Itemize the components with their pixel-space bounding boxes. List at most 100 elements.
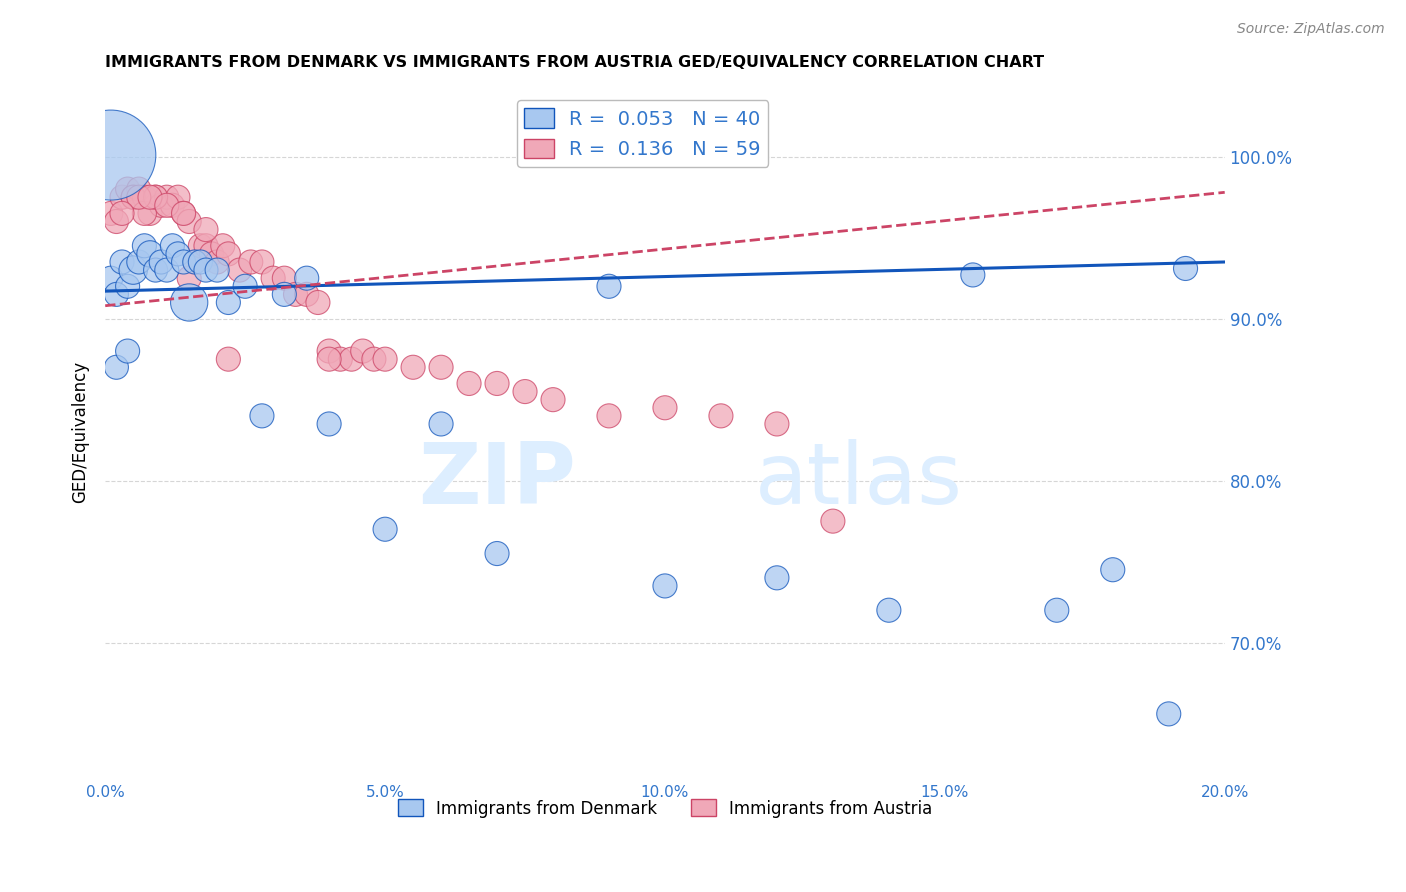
Point: [233, 279, 256, 293]
Text: atlas: atlas: [755, 439, 963, 523]
Point: [877, 603, 900, 617]
Point: [105, 360, 128, 375]
Text: Source: ZipAtlas.com: Source: ZipAtlas.com: [1237, 22, 1385, 37]
Y-axis label: GED/Equivalency: GED/Equivalency: [72, 361, 89, 503]
Point: [329, 352, 352, 367]
Point: [766, 571, 789, 585]
Text: ZIP: ZIP: [418, 439, 575, 523]
Point: [194, 263, 217, 277]
Point: [217, 295, 239, 310]
Point: [205, 263, 228, 277]
Point: [179, 214, 201, 228]
Point: [374, 352, 396, 367]
Point: [145, 190, 167, 204]
Point: [156, 198, 179, 212]
Point: [598, 279, 620, 293]
Point: [117, 279, 139, 293]
Point: [307, 295, 329, 310]
Point: [150, 255, 173, 269]
Point: [139, 190, 162, 204]
Point: [1046, 603, 1069, 617]
Point: [184, 255, 207, 269]
Point: [134, 239, 156, 253]
Point: [194, 222, 217, 236]
Point: [128, 255, 150, 269]
Point: [318, 344, 340, 359]
Point: [654, 579, 676, 593]
Legend: Immigrants from Denmark, Immigrants from Austria: Immigrants from Denmark, Immigrants from…: [391, 793, 939, 824]
Point: [128, 182, 150, 196]
Point: [486, 547, 509, 561]
Point: [105, 287, 128, 301]
Point: [156, 190, 179, 204]
Point: [134, 206, 156, 220]
Point: [318, 352, 340, 367]
Point: [250, 409, 273, 423]
Point: [117, 182, 139, 196]
Point: [273, 287, 295, 301]
Point: [363, 352, 385, 367]
Point: [430, 360, 453, 375]
Text: IMMIGRANTS FROM DENMARK VS IMMIGRANTS FROM AUSTRIA GED/EQUIVALENCY CORRELATION C: IMMIGRANTS FROM DENMARK VS IMMIGRANTS FR…: [105, 55, 1045, 70]
Point: [145, 263, 167, 277]
Point: [105, 214, 128, 228]
Point: [962, 268, 984, 282]
Point: [162, 239, 184, 253]
Point: [340, 352, 363, 367]
Point: [122, 190, 145, 204]
Point: [211, 239, 233, 253]
Point: [139, 206, 162, 220]
Point: [402, 360, 425, 375]
Point: [486, 376, 509, 391]
Point: [273, 271, 295, 285]
Point: [162, 198, 184, 212]
Point: [205, 255, 228, 269]
Point: [598, 409, 620, 423]
Point: [200, 247, 222, 261]
Point: [150, 198, 173, 212]
Point: [111, 206, 134, 220]
Point: [173, 255, 195, 269]
Point: [100, 271, 122, 285]
Point: [262, 271, 284, 285]
Point: [167, 190, 190, 204]
Point: [239, 255, 262, 269]
Point: [284, 287, 307, 301]
Point: [766, 417, 789, 431]
Point: [100, 148, 122, 162]
Point: [173, 206, 195, 220]
Point: [217, 247, 239, 261]
Point: [122, 263, 145, 277]
Point: [318, 417, 340, 431]
Point: [250, 255, 273, 269]
Point: [139, 247, 162, 261]
Point: [1101, 563, 1123, 577]
Point: [167, 247, 190, 261]
Point: [1157, 706, 1180, 721]
Point: [228, 263, 250, 277]
Point: [654, 401, 676, 415]
Point: [100, 206, 122, 220]
Point: [194, 239, 217, 253]
Point: [430, 417, 453, 431]
Point: [111, 190, 134, 204]
Point: [513, 384, 536, 399]
Point: [117, 344, 139, 359]
Point: [179, 271, 201, 285]
Point: [134, 190, 156, 204]
Point: [541, 392, 564, 407]
Point: [710, 409, 733, 423]
Point: [190, 239, 212, 253]
Point: [821, 514, 844, 528]
Point: [122, 190, 145, 204]
Point: [1174, 261, 1197, 276]
Point: [156, 263, 179, 277]
Point: [217, 352, 239, 367]
Point: [295, 287, 318, 301]
Point: [128, 190, 150, 204]
Point: [352, 344, 374, 359]
Point: [190, 255, 212, 269]
Point: [295, 271, 318, 285]
Point: [179, 295, 201, 310]
Point: [145, 190, 167, 204]
